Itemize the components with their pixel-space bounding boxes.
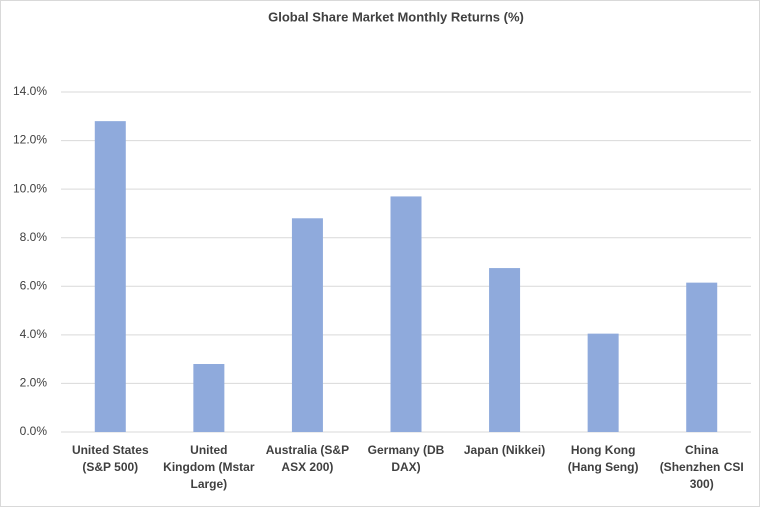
chart-title: Global Share Market Monthly Returns (%) xyxy=(268,9,524,24)
x-tick-label: Japan (Nikkei) xyxy=(463,443,546,457)
x-tick-label: United States (S&P 500) xyxy=(71,443,149,474)
y-tick-label: 0.0% xyxy=(20,424,48,438)
x-tick-label: Hong Kong (Hang Seng) xyxy=(567,443,639,474)
y-tick-label: 12.0% xyxy=(13,133,47,147)
bar xyxy=(390,196,422,432)
y-tick-label: 2.0% xyxy=(20,376,48,390)
bar xyxy=(94,121,126,433)
x-tick-label: United Kingdom (Mstar Large) xyxy=(163,443,255,491)
y-tick-label: 10.0% xyxy=(13,181,47,195)
bar xyxy=(291,218,323,432)
bar xyxy=(193,364,225,432)
x-tick-label: Australia (S&P ASX 200) xyxy=(265,443,350,474)
bar xyxy=(489,268,521,432)
x-tick-label: China (Shenzhen CSI 300) xyxy=(659,443,744,491)
bar xyxy=(587,333,619,432)
y-tick-label: 4.0% xyxy=(20,327,48,341)
y-tick-label: 6.0% xyxy=(20,278,48,292)
x-tick-label: Germany (DB DAX) xyxy=(367,443,445,474)
y-tick-label: 8.0% xyxy=(20,230,48,244)
bar xyxy=(686,282,718,432)
y-tick-label: 14.0% xyxy=(13,84,47,98)
